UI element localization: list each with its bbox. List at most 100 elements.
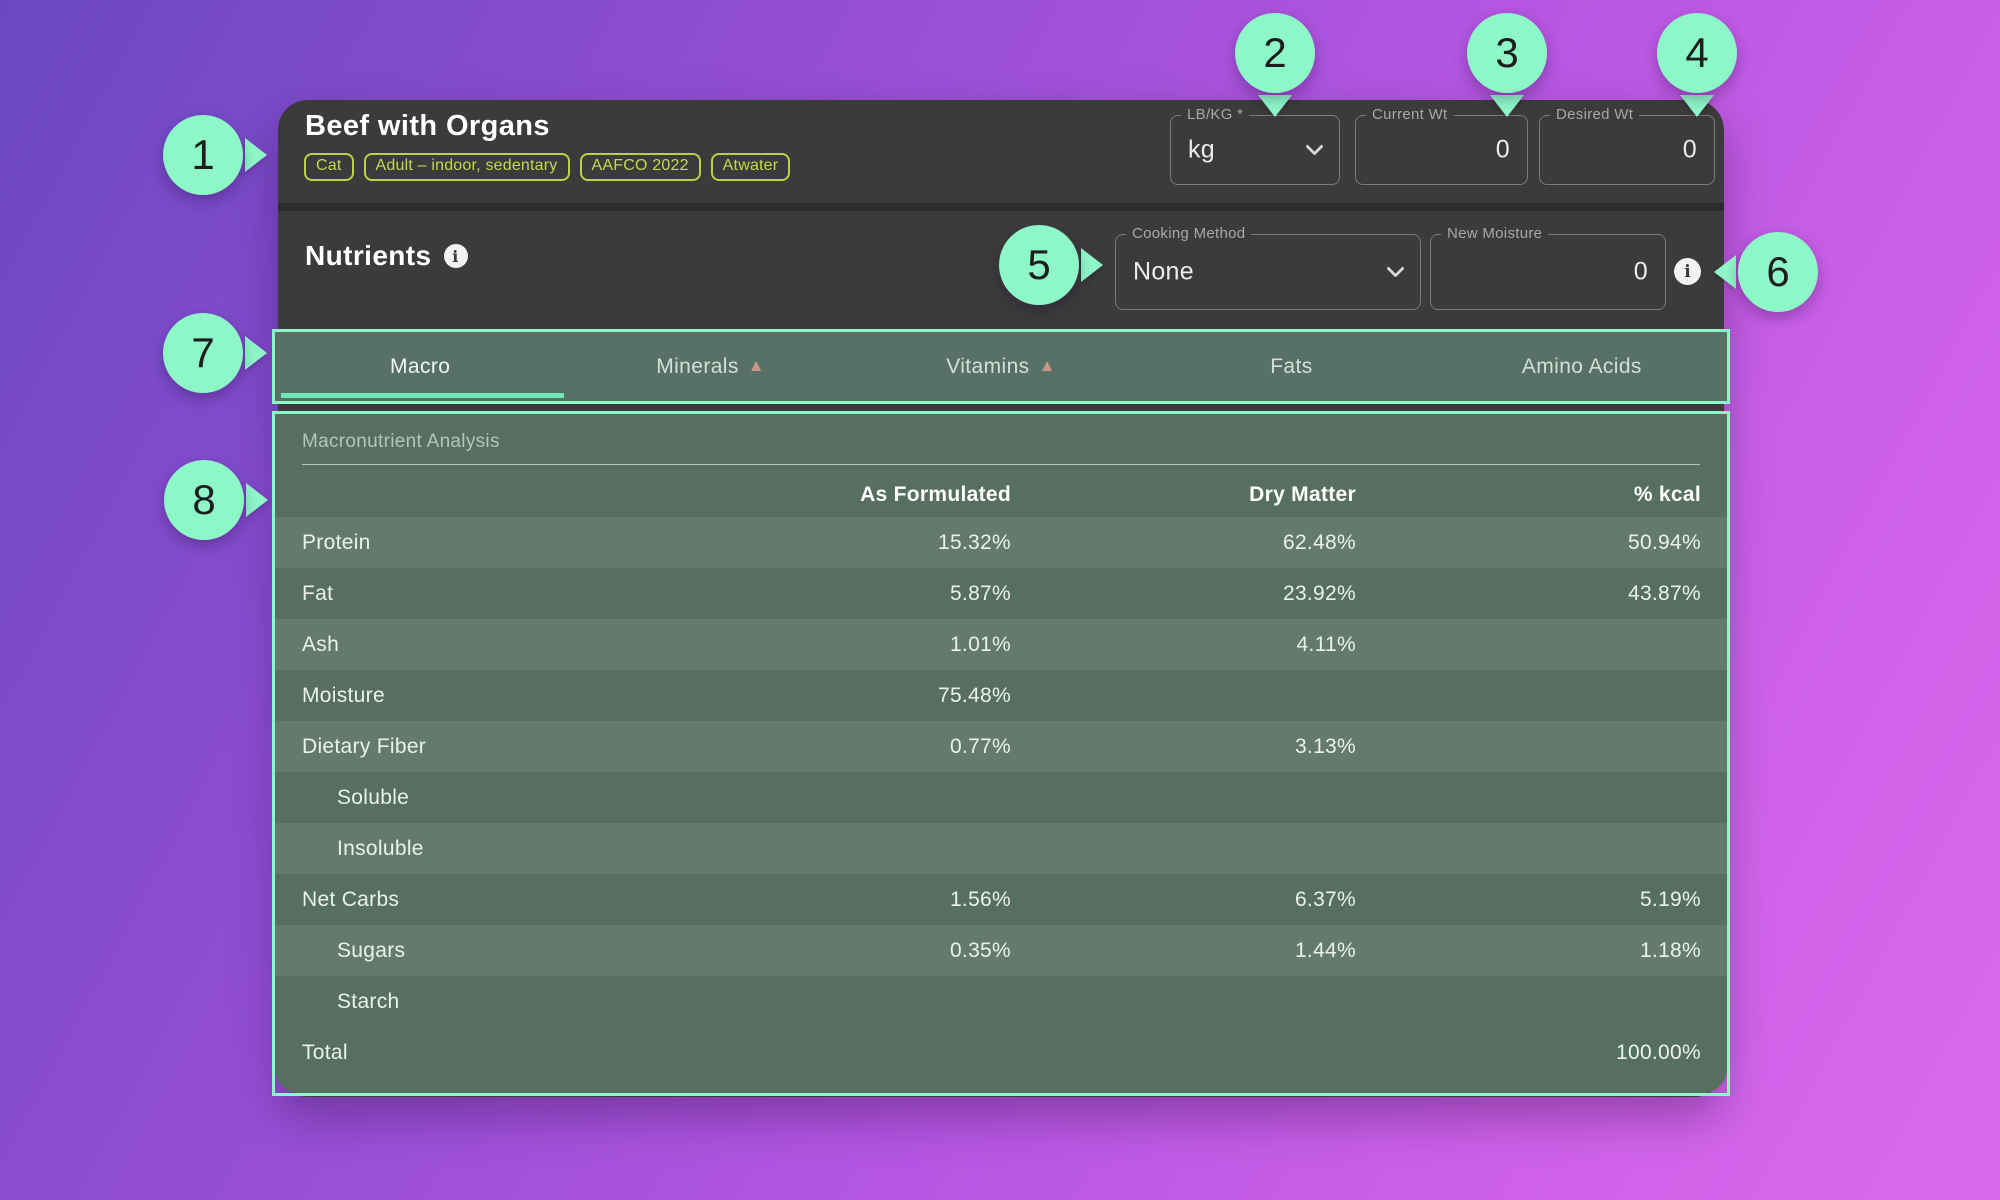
annotation-callout-3: 3 [1467, 13, 1547, 93]
annotation-arrow-1 [245, 138, 267, 172]
row-label: Protein [302, 530, 371, 554]
row-value: 15.32% [937, 530, 1011, 554]
warning-icon: ▲ [1038, 356, 1056, 375]
chip-0: Cat [304, 153, 354, 181]
annotation-arrow-4 [1680, 95, 1714, 117]
unit-select-value: kg [1188, 135, 1216, 164]
row-label: Ash [302, 632, 340, 656]
chevron-down-icon [1386, 259, 1405, 278]
cooking-method-select[interactable]: Cooking Method None [1115, 225, 1421, 310]
annotation-callout-8: 8 [164, 460, 244, 540]
row-value: 62.48% [1282, 530, 1356, 554]
col-as-formulated: As Formulated [860, 482, 1011, 506]
tab-label: Fats [1270, 354, 1313, 378]
macro-table-highlight-box: Macronutrient Analysis As Formulated Dry… [272, 411, 1730, 1096]
annotation-callout-4: 4 [1657, 13, 1737, 93]
page-title: Beef with Organs [305, 110, 550, 142]
chip-1: Adult – indoor, sedentary [363, 153, 570, 181]
annotation-callout-2: 2 [1235, 13, 1315, 93]
table-section-title: Macronutrient Analysis [302, 431, 500, 452]
nutrient-tab-bar: Macro Minerals ▲ Vitamins ▲ Fats Amino Acids [272, 329, 1730, 404]
table-row-insoluble: Insoluble [275, 823, 1727, 874]
unit-select-label: LB/KG * [1181, 106, 1250, 123]
table-row-sugars: Sugars 0.35% 1.44% 1.18% [275, 925, 1727, 976]
row-value: 3.13% [1294, 734, 1356, 758]
tab-label: Amino Acids [1521, 354, 1642, 378]
tab-amino-acids[interactable]: Amino Acids [1437, 332, 1727, 401]
chip-2: AAFCO 2022 [579, 153, 701, 181]
table-row-dietary-fiber: Dietary Fiber 0.77% 3.13% [275, 721, 1727, 772]
desired-wt-label: Desired Wt [1550, 106, 1640, 123]
annotation-arrow-2 [1258, 95, 1292, 117]
chip-3: Atwater [710, 153, 791, 181]
row-label: Sugars [337, 938, 406, 962]
unit-select[interactable]: LB/KG * kg [1170, 106, 1340, 185]
row-label: Dietary Fiber [302, 734, 427, 758]
tab-minerals[interactable]: Minerals ▲ [565, 332, 855, 401]
row-label: Net Carbs [302, 887, 400, 911]
table-header-row: As Formulated Dry Matter % kcal [275, 472, 1727, 517]
row-value: 100.00% [1615, 1040, 1701, 1064]
annotation-callout-1: 1 [163, 115, 243, 195]
active-tab-underline [281, 393, 564, 398]
table-rule [302, 464, 1700, 465]
info-icon[interactable]: i [1674, 258, 1701, 285]
row-value: 75.48% [937, 683, 1011, 707]
table-row-soluble: Soluble [275, 772, 1727, 823]
row-value: 1.18% [1639, 938, 1701, 962]
row-value: 4.11% [1296, 632, 1356, 656]
annotation-arrow-5 [1081, 248, 1103, 282]
table-row-ash: Ash 1.01% 4.11% [275, 619, 1727, 670]
current-wt-input[interactable]: Current Wt 0 [1355, 106, 1528, 185]
annotation-callout-6: 6 [1738, 232, 1818, 312]
warning-icon: ▲ [747, 356, 765, 375]
table-row-total: Total 100.00% [275, 1027, 1727, 1078]
col-dry-matter: Dry Matter [1249, 482, 1356, 506]
annotation-arrow-3 [1490, 95, 1524, 117]
tab-fats[interactable]: Fats [1146, 332, 1436, 401]
current-wt-label: Current Wt [1366, 106, 1454, 123]
info-icon[interactable]: i [443, 244, 468, 268]
section-divider [278, 203, 1724, 211]
row-label: Starch [337, 989, 400, 1013]
desired-wt-input[interactable]: Desired Wt 0 [1539, 106, 1715, 185]
new-moisture-label: New Moisture [1441, 225, 1549, 242]
table-row-fat: Fat 5.87% 23.92% 43.87% [275, 568, 1727, 619]
tab-vitamins[interactable]: Vitamins ▲ [856, 332, 1146, 401]
row-value: 50.94% [1627, 530, 1701, 554]
row-label: Insoluble [337, 836, 424, 860]
row-value: 1.01% [949, 632, 1011, 656]
tab-macro[interactable]: Macro [275, 332, 565, 401]
chip-row: Cat Adult – indoor, sedentary AAFCO 2022 At… [304, 153, 791, 181]
table-rows: Protein 15.32% 62.48% 50.94% Fat 5.87% 23.92% 4… [275, 517, 1727, 1078]
row-value: 0.35% [949, 938, 1011, 962]
tab-label: Macro [390, 354, 451, 378]
tab-label: Vitamins [946, 354, 1030, 378]
row-label: Fat [302, 581, 334, 605]
new-moisture-value: 0 [1633, 257, 1648, 286]
row-value: 5.19% [1639, 887, 1701, 911]
row-label: Soluble [337, 785, 410, 809]
annotation-callout-5: 5 [999, 225, 1079, 305]
row-value: 23.92% [1282, 581, 1356, 605]
row-label: Moisture [302, 683, 385, 707]
row-value: 1.44% [1294, 938, 1356, 962]
table-row-starch: Starch [275, 976, 1727, 1027]
row-value: 43.87% [1627, 581, 1701, 605]
macronutrient-panel: Macronutrient Analysis As Formulated Dry… [275, 414, 1727, 1093]
nutrients-heading: Nutrients i [305, 240, 468, 272]
row-value: 0.77% [949, 734, 1011, 758]
new-moisture-input[interactable]: New Moisture 0 [1430, 225, 1666, 310]
annotation-callout-7: 7 [163, 313, 243, 393]
annotation-arrow-7 [245, 336, 267, 370]
table-row-protein: Protein 15.32% 62.48% 50.94% [275, 517, 1727, 568]
tab-label: Minerals [656, 354, 739, 378]
row-label: Total [302, 1040, 348, 1064]
col-kcal: % kcal [1633, 482, 1701, 506]
annotation-arrow-8 [246, 483, 268, 517]
row-value: 6.37% [1294, 887, 1356, 911]
current-wt-value: 0 [1495, 135, 1510, 164]
nutrients-heading-text: Nutrients [305, 240, 432, 271]
card-header: Beef with Organs Cat Adult – indoor, sede… [278, 100, 1724, 203]
desired-wt-value: 0 [1682, 135, 1697, 164]
